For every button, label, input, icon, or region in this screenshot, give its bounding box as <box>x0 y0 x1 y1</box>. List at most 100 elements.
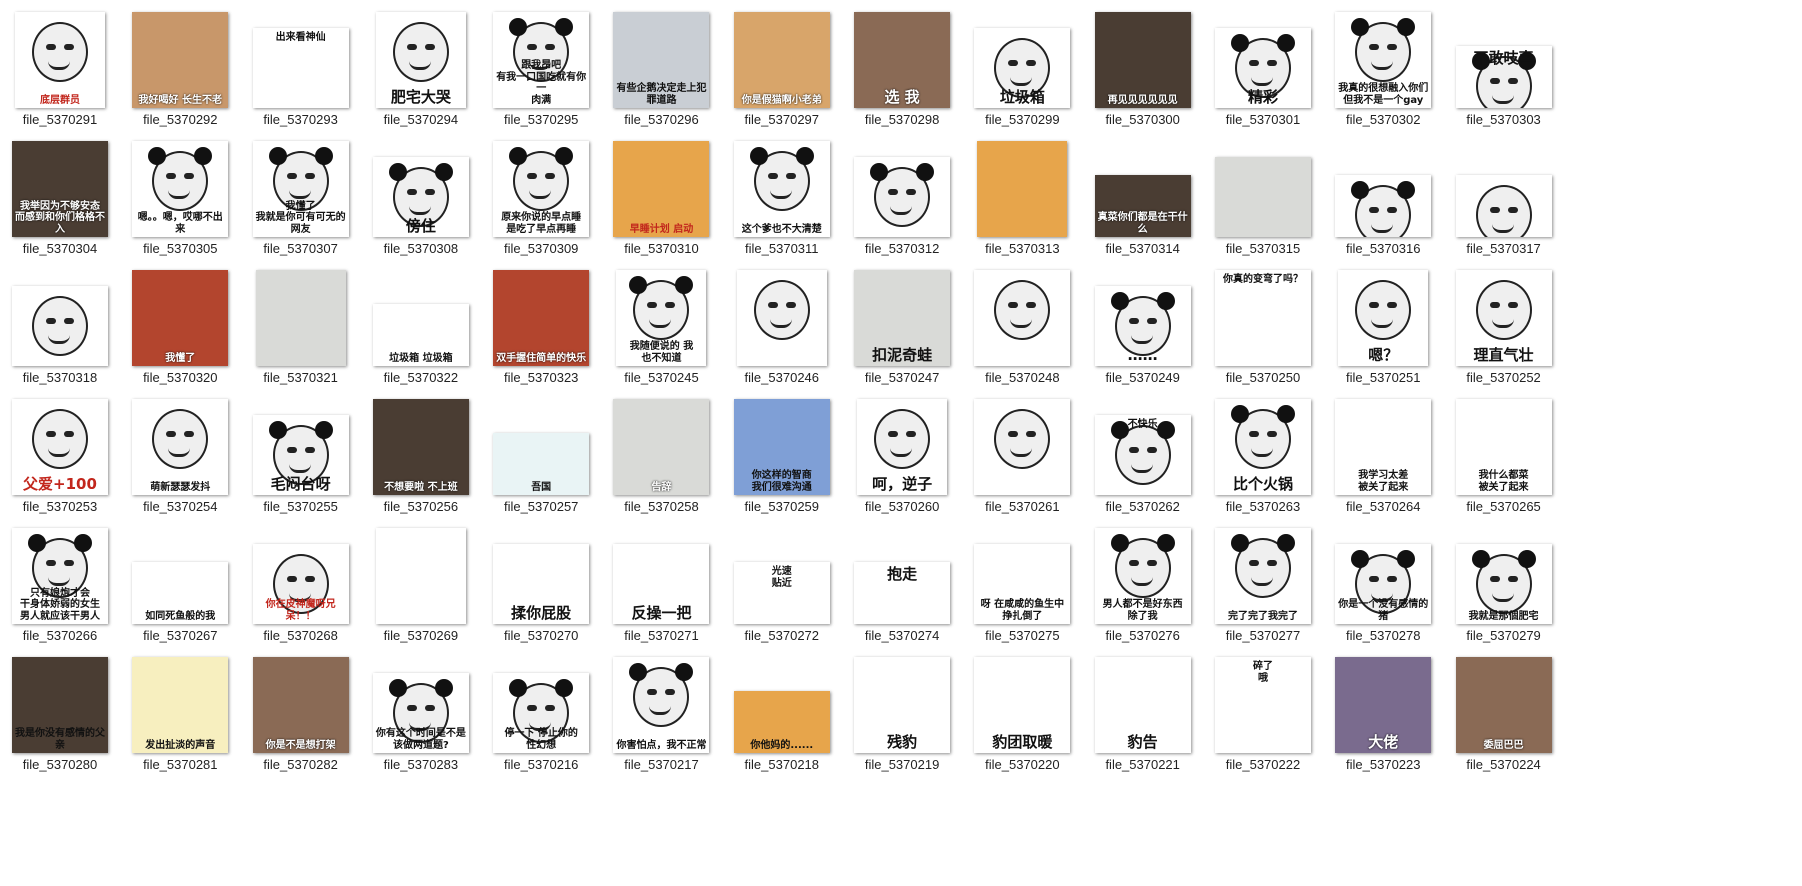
image-thumbnail[interactable]: 你是假猫啊小老弟 <box>733 12 830 108</box>
image-thumbnail[interactable]: 你有这个时间是不是该做两道题? <box>372 673 469 753</box>
image-thumbnail[interactable]: 萌新瑟瑟发抖 <box>132 399 229 495</box>
image-thumbnail[interactable]: 呵，逆子 <box>857 399 948 495</box>
image-thumbnail[interactable]: 大佬 <box>1335 657 1432 753</box>
file-item[interactable]: 垃圾箱 file_5370299 <box>962 0 1082 129</box>
file-name-label[interactable]: file_5370323 <box>503 370 579 385</box>
file-item[interactable]: 我是你没有感情的父亲 file_5370280 <box>0 645 120 774</box>
file-item[interactable]: 抱走 file_5370274 <box>842 516 962 645</box>
image-thumbnail[interactable]: 我懂了 <box>132 270 229 366</box>
image-thumbnail[interactable]: 你这样的智商 我们很难沟通 <box>733 399 830 495</box>
file-item[interactable]: 萌新瑟瑟发抖 file_5370254 <box>120 387 240 516</box>
file-name-label[interactable]: file_5370252 <box>1466 370 1541 385</box>
file-name-label[interactable]: file_5370259 <box>744 499 820 514</box>
image-thumbnail[interactable]: 理直气壮 <box>1455 270 1552 366</box>
file-name-label[interactable]: file_5370277 <box>1225 628 1301 643</box>
image-thumbnail[interactable] <box>375 528 466 624</box>
file-item[interactable]: 呵，逆子 file_5370260 <box>842 387 962 516</box>
file-name-label[interactable]: file_5370257 <box>503 499 579 514</box>
image-thumbnail[interactable]: 抱走 <box>854 562 951 624</box>
file-item[interactable]: 我真的很想融入你们 但我不是一个gay file_5370302 <box>1323 0 1443 129</box>
image-thumbnail[interactable]: 这个爹也不大清楚 <box>733 141 830 237</box>
file-item[interactable]: file_5370261 <box>962 387 1082 516</box>
file-item[interactable]: 嗯。。嗯，哎哪不出来 file_5370305 <box>120 129 240 258</box>
image-thumbnail[interactable]: 比个火锅 <box>1214 399 1311 495</box>
image-thumbnail[interactable] <box>12 286 108 366</box>
file-name-label[interactable]: file_5370266 <box>22 628 98 643</box>
image-thumbnail[interactable]: 再见见见见见见 <box>1094 12 1191 108</box>
image-thumbnail[interactable]: 垃圾箱 <box>974 28 1071 108</box>
image-thumbnail[interactable] <box>974 270 1071 366</box>
file-name-label[interactable]: file_5370298 <box>864 112 940 127</box>
file-name-label[interactable]: file_5370292 <box>143 112 218 127</box>
file-name-label[interactable]: file_5370317 <box>1466 241 1541 256</box>
file-name-label[interactable]: file_5370280 <box>22 757 98 772</box>
image-thumbnail[interactable]: 选 我 <box>854 12 951 108</box>
file-name-label[interactable]: file_5370322 <box>383 370 459 385</box>
file-item[interactable]: file_5370318 <box>0 258 120 387</box>
image-thumbnail[interactable]: 如同死鱼般的我 <box>132 562 229 624</box>
file-item[interactable]: 我懂了 file_5370320 <box>120 258 240 387</box>
file-name-label[interactable]: file_5370299 <box>985 112 1060 127</box>
file-item[interactable]: 你有这个时间是不是该做两道题? file_5370283 <box>361 645 481 774</box>
file-item[interactable]: 我懂了 我就是你可有可无的网友 file_5370307 <box>241 129 361 258</box>
image-thumbnail[interactable]: 早睡计划 启动 <box>613 141 710 237</box>
file-name-label[interactable]: file_5370295 <box>503 112 579 127</box>
image-thumbnail[interactable] <box>736 270 827 366</box>
file-name-label[interactable]: file_5370281 <box>143 757 218 772</box>
image-thumbnail[interactable]: 吾国 <box>493 433 590 495</box>
file-name-label[interactable]: file_5370305 <box>143 241 218 256</box>
image-thumbnail[interactable]: 我学习太差 被关了起来 <box>1335 399 1432 495</box>
file-name-label[interactable]: file_5370251 <box>1346 370 1421 385</box>
image-thumbnail[interactable]: 我真的很想融入你们 但我不是一个gay <box>1335 12 1432 108</box>
image-thumbnail[interactable]: 不敢吱声 <box>1455 46 1552 108</box>
file-name-label[interactable]: file_5370260 <box>864 499 940 514</box>
image-thumbnail[interactable]: 我是你没有感情的父亲 <box>12 657 108 753</box>
image-thumbnail[interactable]: 光速 贴近 <box>733 562 830 624</box>
file-name-label[interactable]: file_5370272 <box>744 628 820 643</box>
file-item[interactable]: 父爱+100 file_5370253 <box>0 387 120 516</box>
file-name-label[interactable]: file_5370245 <box>624 370 699 385</box>
file-item[interactable]: 傍住 file_5370308 <box>361 129 481 258</box>
file-name-label[interactable]: file_5370249 <box>1105 370 1180 385</box>
file-name-label[interactable]: file_5370218 <box>744 757 820 772</box>
file-name-label[interactable]: file_5370258 <box>624 499 699 514</box>
file-item[interactable]: 光速 贴近 file_5370272 <box>722 516 842 645</box>
file-name-label[interactable]: file_5370297 <box>744 112 820 127</box>
file-name-label[interactable]: file_5370291 <box>22 112 98 127</box>
file-item[interactable]: file_5370269 <box>361 516 481 645</box>
image-thumbnail[interactable]: 反操一把 <box>613 544 710 624</box>
image-thumbnail[interactable]: 我举因为不够安态 而感到和你们格格不入 <box>12 141 108 237</box>
file-item[interactable]: 委屈巴巴 file_5370224 <box>1444 645 1564 774</box>
file-item[interactable]: 我学习太差 被关了起来 file_5370264 <box>1323 387 1443 516</box>
image-thumbnail[interactable]: 呀 在咸咸的鱼生中挣扎倒了 <box>974 544 1071 624</box>
file-name-label[interactable]: file_5370303 <box>1466 112 1541 127</box>
file-item[interactable]: 垃圾箱 垃圾箱 file_5370322 <box>361 258 481 387</box>
image-thumbnail[interactable]: 原来你说的早点睡 是吃了早点再睡 <box>493 141 590 237</box>
file-item[interactable]: 理直气壮 file_5370252 <box>1444 258 1564 387</box>
file-name-label[interactable]: file_5370247 <box>864 370 940 385</box>
file-item[interactable]: 早睡计划 启动 file_5370310 <box>601 129 721 258</box>
file-item[interactable]: 不敢吱声 file_5370303 <box>1444 0 1564 129</box>
file-name-label[interactable]: file_5370224 <box>1466 757 1541 772</box>
file-name-label[interactable]: file_5370311 <box>745 241 819 256</box>
file-name-label[interactable]: file_5370313 <box>985 241 1060 256</box>
image-thumbnail[interactable] <box>1335 175 1432 237</box>
file-item[interactable]: 你是一个没有感情的猪 file_5370278 <box>1323 516 1443 645</box>
file-name-label[interactable]: file_5370274 <box>864 628 940 643</box>
file-name-label[interactable]: file_5370271 <box>624 628 699 643</box>
file-item[interactable]: 男人都不是好东西 除了我 file_5370276 <box>1083 516 1203 645</box>
image-thumbnail[interactable]: 碎了 哦 <box>1214 657 1311 753</box>
file-name-label[interactable]: file_5370221 <box>1105 757 1180 772</box>
file-item[interactable]: file_5370248 <box>962 258 1082 387</box>
file-item[interactable]: 我什么都菜 被关了起来 file_5370265 <box>1444 387 1564 516</box>
file-item[interactable]: 揉你屁股 file_5370270 <box>481 516 601 645</box>
image-thumbnail[interactable]: 我好喝好 长生不老 <box>132 12 229 108</box>
image-thumbnail[interactable]: 豹告 <box>1094 657 1191 753</box>
file-name-label[interactable]: file_5370264 <box>1346 499 1421 514</box>
file-name-label[interactable]: file_5370248 <box>985 370 1060 385</box>
file-item[interactable]: 出来看神仙 file_5370293 <box>241 0 361 129</box>
file-name-label[interactable]: file_5370261 <box>985 499 1060 514</box>
file-name-label[interactable]: file_5370220 <box>985 757 1060 772</box>
file-name-label[interactable]: file_5370301 <box>1225 112 1301 127</box>
file-name-label[interactable]: file_5370265 <box>1466 499 1541 514</box>
